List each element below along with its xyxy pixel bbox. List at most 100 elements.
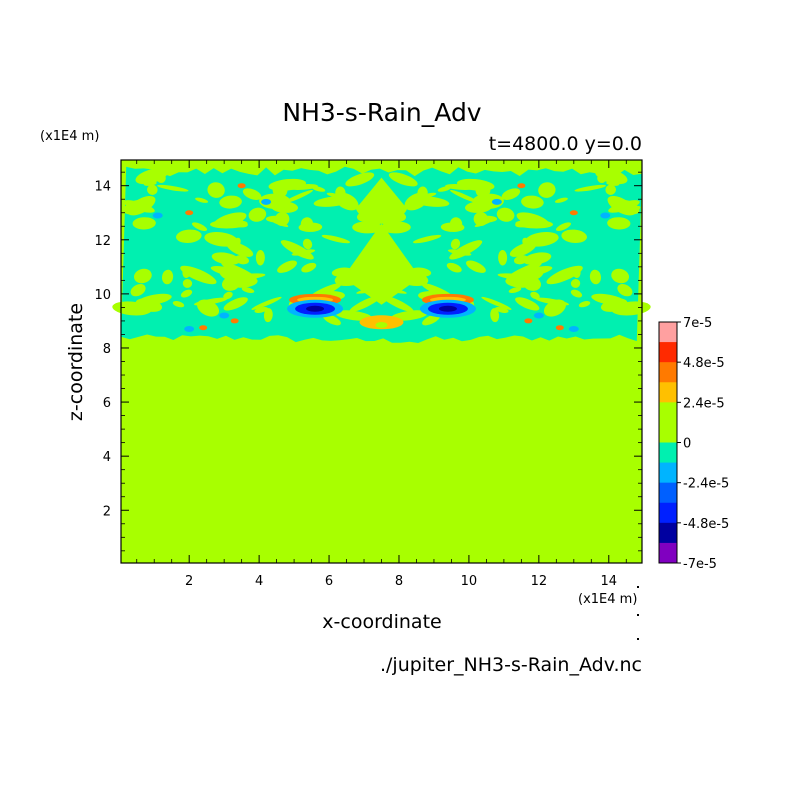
field-patch-zero [147,184,158,195]
field-patch-zero [280,240,314,260]
field-patch-zero [589,269,602,285]
negative-arc-core [306,305,325,312]
field-patch-zero [578,301,591,308]
positive-speck [555,325,564,331]
field-patch-zero [617,284,633,297]
field-patch-zero [450,238,461,250]
field-patch-zero [495,306,509,313]
field-patch-zero [242,188,262,200]
colorbar-segment [659,322,677,343]
field-patch-zero [248,207,267,222]
x-tick-label: 4 [255,574,263,589]
colorbar: 7e-5 4.8e-5 2.4e-5 0 -2.4e-5 -4.8e-5 -7e-5 [658,316,729,572]
colorbar-label: 4.8e-5 [683,356,725,371]
field-patch-zero [530,291,540,300]
field-patch-zero [481,296,512,310]
light-blue-patch [184,326,195,333]
field-patch-zero [546,265,583,285]
field-patch-zero [450,190,480,204]
field-patch-zero [229,276,258,288]
field-patch-zero [605,184,616,195]
field-patch-zero [176,229,202,243]
field-patch-zero [437,186,452,192]
field-patch-zero [251,296,282,310]
colorbar-segment [659,522,677,544]
y-axis-label: z-coordinate [65,303,87,421]
field-patch-zero [157,184,189,192]
field-patch-zero [515,297,540,311]
field-patch-zero [311,186,326,192]
field-patch-zero [555,222,572,232]
colorbar-segment [659,402,677,423]
field-patch-zero [143,181,157,186]
colorbar-segment [659,382,677,403]
field-patch-zero [135,298,163,312]
field-patch-zero [283,190,313,204]
field-patch-zero [223,297,248,311]
field-patch-zero [523,252,552,265]
light-blue-patch [600,212,611,219]
field-patch-zero [263,308,273,323]
field-patch-zero [213,212,247,228]
field-patch-zero [204,231,238,247]
positive-speck [230,318,239,324]
light-blue-patch [152,212,163,219]
field-patch-zero [388,172,418,187]
central-zero-region-top [357,177,406,219]
colorbar-label: -4.8e-5 [683,517,729,532]
field-patch-zero [335,186,346,200]
field-patch-zero [207,182,225,198]
negative-arc-core [438,305,457,312]
field-patch-zero [561,229,587,243]
field-patch-zero [223,291,233,300]
field-patch-zero [474,218,495,227]
field-patch-zero [501,188,521,200]
field-patch-zero [321,234,351,244]
field-patch-zero [133,268,152,284]
field-patch-zero [130,284,146,297]
positive-patch-hole [375,321,388,328]
field-patch-zero [475,182,491,198]
colorbar-segment [659,362,677,383]
x-tick-label: 2 [185,574,193,589]
x-tick-label: 8 [395,574,403,589]
field-patch-zero [490,308,500,323]
colorbar-label: 0 [683,437,691,452]
field-patch-zero [505,276,534,288]
field-patch-zero [607,217,631,230]
chart-subtitle: t=4800.0 y=0.0 [489,133,642,155]
positive-speck [524,318,533,324]
field-patch-zero [535,297,569,306]
light-blue-patch [261,198,272,205]
field-patch-zero [446,262,462,273]
field-patch-zero [381,295,414,312]
field-patch-zero [255,249,265,266]
field-patch-zero [516,266,553,278]
field-patch-zero [417,186,428,200]
field-patch-zero [498,249,508,266]
colorbar-label: 7e-5 [683,316,712,331]
y-tick-label: 14 [94,180,111,195]
x-unit-label: (x1E4 m) [578,592,637,607]
field-patch-zero [390,310,429,321]
y-tick-label: 6 [103,396,111,411]
field-patch-zero [570,289,583,298]
y-tick-label: 8 [103,342,111,357]
field-patch-zero [538,182,556,198]
x-tick-label: 12 [531,574,548,589]
y-tick-label: 12 [94,234,111,249]
colorbar-segment [659,342,677,363]
field-patch-zero [211,252,240,265]
colorbar-label: 2.4e-5 [683,396,725,411]
x-axis-label: x-coordinate [322,611,441,633]
field-patch-zero [466,260,486,273]
field-patch-zero [514,255,529,265]
light-blue-patch [491,198,502,205]
x-tick-label: 6 [325,574,333,589]
field-patch-zero [219,195,242,209]
field-patch-zero [611,268,630,284]
field-patch-zero [422,314,440,326]
field-patch-zero [135,168,168,185]
colorbar-segment [659,542,677,564]
